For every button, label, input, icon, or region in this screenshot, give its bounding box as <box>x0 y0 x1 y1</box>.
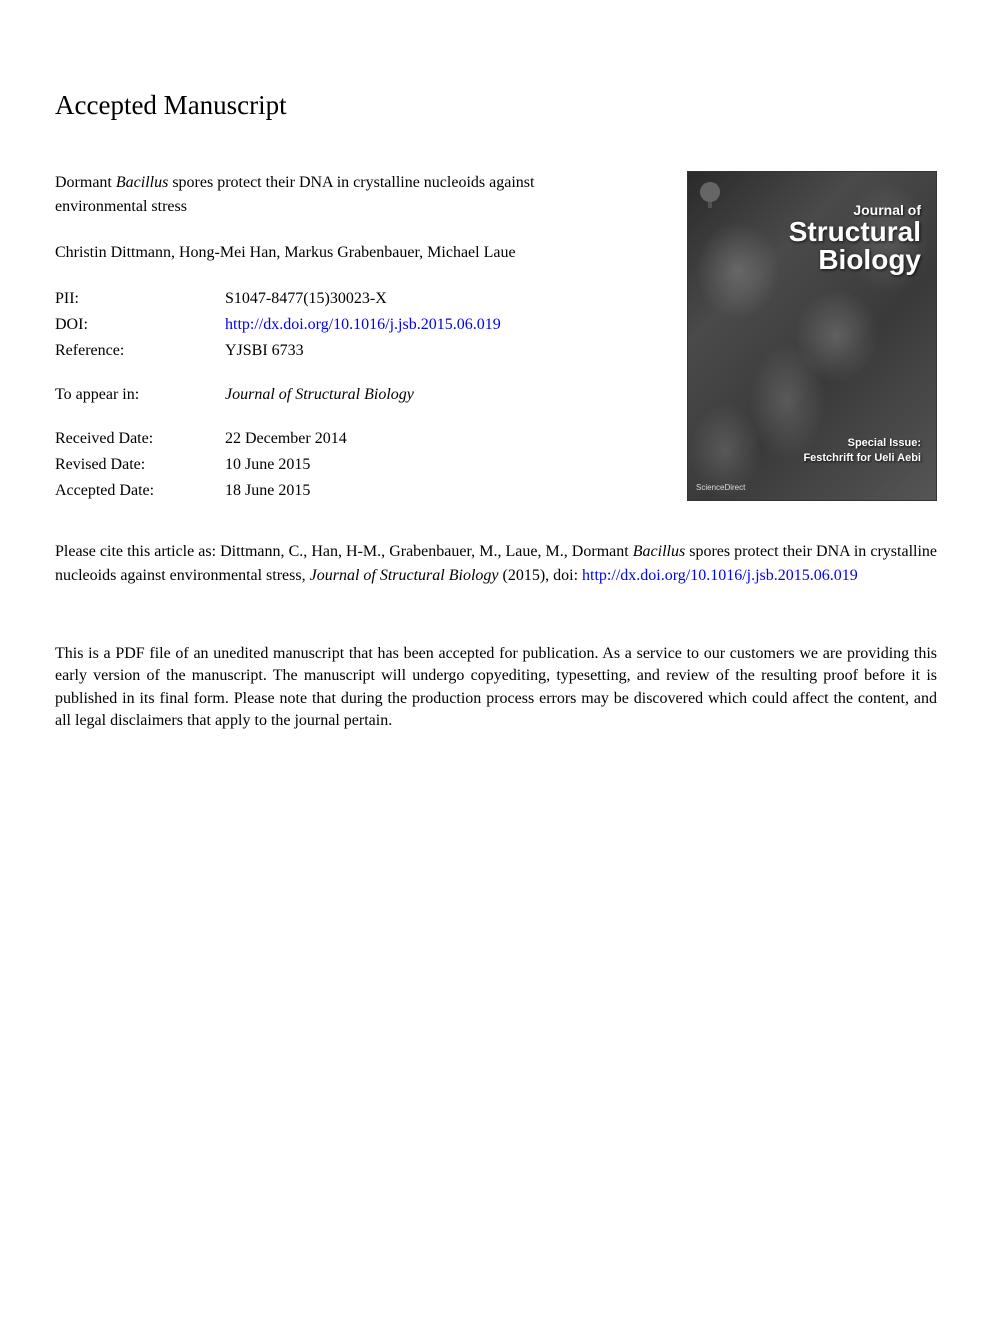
disclaimer-text: This is a PDF file of an unedited manusc… <box>55 643 937 733</box>
special-issue-label: Special Issue: <box>803 436 921 450</box>
citation-italic-genus: Bacillus <box>633 543 685 560</box>
journal-special-issue: Special Issue: Festchrift for Ueli Aebi <box>803 436 921 465</box>
meta-row-reference: Reference: YJSBI 6733 <box>55 339 615 363</box>
doi-label: DOI: <box>55 313 225 337</box>
meta-row-revised: Revised Date: 10 June 2015 <box>55 453 615 477</box>
appear-label: To appear in: <box>55 383 225 407</box>
citation-italic-journal: Journal of Structural Biology <box>310 567 499 584</box>
metadata-table: PII: S1047-8477(15)30023-X DOI: http://d… <box>55 287 615 503</box>
meta-row-appear: To appear in: Journal of Structural Biol… <box>55 383 615 407</box>
revised-label: Revised Date: <box>55 453 225 477</box>
citation-mid2: (2015), doi: <box>498 567 582 584</box>
meta-row-pii: PII: S1047-8477(15)30023-X <box>55 287 615 311</box>
meta-row-accepted: Accepted Date: 18 June 2015 <box>55 479 615 503</box>
doi-value: http://dx.doi.org/10.1016/j.jsb.2015.06.… <box>225 313 615 337</box>
journal-publisher: ScienceDirect <box>696 483 745 492</box>
doi-link[interactable]: http://dx.doi.org/10.1016/j.jsb.2015.06.… <box>225 316 501 333</box>
accepted-value: 18 June 2015 <box>225 479 615 503</box>
reference-label: Reference: <box>55 339 225 363</box>
citation-doi-link[interactable]: http://dx.doi.org/10.1016/j.jsb.2015.06.… <box>582 567 858 584</box>
title-italic-genus: Bacillus <box>116 174 168 191</box>
received-value: 22 December 2014 <box>225 427 615 451</box>
page-title: Accepted Manuscript <box>55 90 937 121</box>
pii-label: PII: <box>55 287 225 311</box>
elsevier-tree-icon <box>696 180 724 212</box>
journal-name-main1: Structural <box>789 218 921 246</box>
meta-row-received: Received Date: 22 December 2014 <box>55 427 615 451</box>
appear-value: Journal of Structural Biology <box>225 383 615 407</box>
revised-value: 10 June 2015 <box>225 453 615 477</box>
journal-name-main2: Biology <box>789 246 921 274</box>
reference-value: YJSBI 6733 <box>225 339 615 363</box>
meta-row-doi: DOI: http://dx.doi.org/10.1016/j.jsb.201… <box>55 313 615 337</box>
special-issue-title: Festchrift for Ueli Aebi <box>803 451 921 465</box>
accepted-label: Accepted Date: <box>55 479 225 503</box>
pii-value: S1047-8477(15)30023-X <box>225 287 615 311</box>
citation-prefix: Please cite this article as: Dittmann, C… <box>55 543 633 560</box>
citation-text: Please cite this article as: Dittmann, C… <box>55 540 937 588</box>
content-left-column: Dormant Bacillus spores protect their DN… <box>55 171 615 505</box>
journal-cover-image: Journal of Structural Biology Special Is… <box>687 171 937 501</box>
journal-cover-title: Journal of Structural Biology <box>789 202 921 274</box>
title-prefix: Dormant <box>55 174 116 191</box>
article-authors: Christin Dittmann, Hong-Mei Han, Markus … <box>55 244 615 262</box>
article-title: Dormant Bacillus spores protect their DN… <box>55 171 615 219</box>
received-label: Received Date: <box>55 427 225 451</box>
